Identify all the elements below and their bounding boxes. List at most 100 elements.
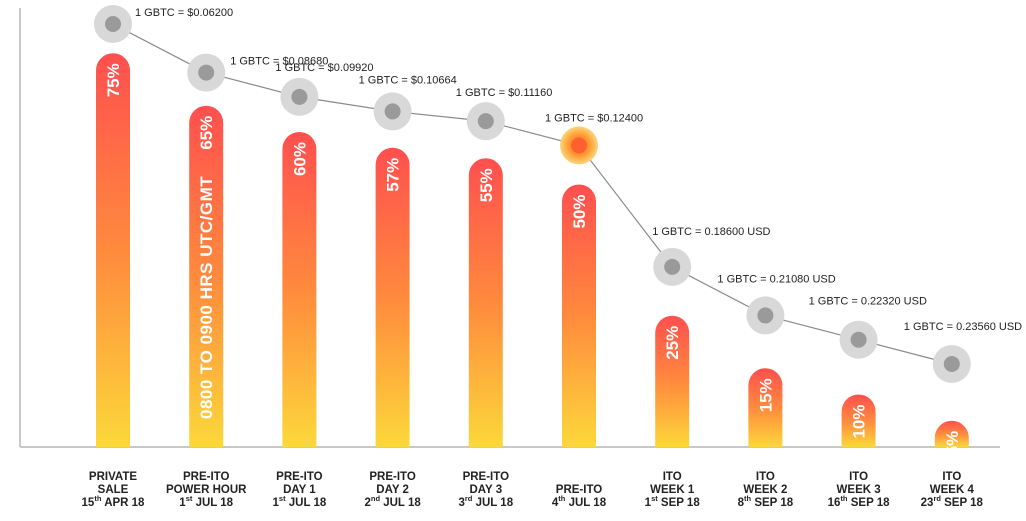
category-date: 16th SEP 18 [828,494,890,509]
bar-percent-label: 10% [850,405,869,439]
bar-shape [468,158,503,447]
bar-4: 57% [375,147,410,447]
category-name: ITO [663,471,682,483]
price-point-5 [466,102,505,141]
bars: 75% 65% 0800 TO 0900 HRS UTC/GMT 60% 57% 55% 5… [96,53,969,455]
price-label: 1 GBTC = 0.18600 USD [652,226,770,238]
bar-shape [655,315,690,447]
category-name: SALE [98,484,129,496]
bar-1: 75% [96,53,130,447]
bar-shape [841,394,876,447]
price-label: 1 GBTC = $0.09920 [275,62,373,74]
category-name: DAY 1 [283,484,316,496]
price-label: 1 GBTC = 0.23560 USD [904,321,1022,333]
bar-percent-label: 65% [197,116,216,150]
price-point-9 [839,320,878,359]
price-label: 1 GBTC = $0.06200 [135,7,233,19]
price-point-7 [653,247,692,286]
price-point-6 [560,126,598,165]
bar-percent-label: 55% [477,168,496,202]
category-name: WEEK 1 [650,484,695,496]
category-name: PRE-ITO [556,484,602,496]
point-core [384,103,401,120]
category-name: POWER HOUR [166,484,247,496]
price-label: 1 GBTC = $0.10664 [359,74,457,86]
price-points [94,5,971,383]
highlight-core [571,137,587,154]
point-core [477,113,494,130]
price-point-4 [373,92,412,131]
category-name: PRE-ITO [463,471,509,483]
point-core [105,16,121,32]
category-date: 8th SEP 18 [738,494,794,509]
bar-percent-label: 60% [290,142,309,176]
category-name: PRIVATE [89,471,137,483]
price-point-1 [94,5,132,43]
bar-percent-label: 5% [943,431,962,456]
category-date: 1st SEP 18 [645,494,701,509]
price-line [112,23,952,365]
axes [19,8,1000,448]
bar-percent-label: 15% [756,378,775,412]
category-date: 15th APR 18 [82,494,146,509]
category-name: DAY 2 [376,484,409,496]
price-point-8 [746,296,785,335]
bar-shape [189,105,224,447]
category-name: ITO [756,471,775,483]
category-date: 4th JUL 18 [552,494,607,509]
price-point-2 [187,53,226,92]
bar-shape [96,53,130,447]
category-name: WEEK 2 [743,484,787,496]
price-point-10 [932,345,971,383]
bar-percent-label: 75% [104,63,123,97]
category-name: ITO [942,471,961,483]
bar-9: 10% [841,394,876,447]
category-date: 23rd SEP 18 [921,494,984,509]
bar-shape [748,368,783,447]
bar-shape [562,184,596,447]
category-name: WEEK 3 [837,484,881,496]
bar-3: 60% [282,132,317,447]
point-core [198,64,215,81]
point-core [664,258,681,275]
point-core [291,88,308,105]
bar-time-note: 0800 TO 0900 HRS UTC/GMT [197,176,216,419]
bar-5: 55% [468,158,503,447]
bar-percent-label: 25% [663,326,682,360]
bar-percent-label: 57% [384,158,403,192]
category-name: PRE-ITO [369,471,415,483]
price-trend-line [112,23,952,365]
bar-10: 5% [934,420,969,456]
price-label: 1 GBTC = 0.22320 USD [809,296,927,308]
point-core [943,356,960,372]
category-name: PRE-ITO [276,471,322,483]
category-date: 2nd JUL 18 [364,494,421,509]
category-name: DAY 3 [469,484,502,496]
bar-7: 25% [655,315,690,447]
category-name: PRE-ITO [183,471,229,483]
point-core [850,331,867,348]
bar-percent-label: 50% [570,195,589,229]
price-label: 1 GBTC = $0.08680 [230,56,328,68]
category-date: 1st JUL 18 [179,494,233,509]
price-label: 1 GBTC = $0.11160 [456,87,553,99]
bar-6: 50% [562,184,596,447]
category-date: 3rd JUL 18 [458,494,513,509]
bar-2: 65% 0800 TO 0900 HRS UTC/GMT [189,105,224,447]
bar-8: 15% [748,368,783,447]
category-date: 1st JUL 18 [273,494,327,509]
bar-shape [282,132,317,447]
price-point-3 [280,77,319,116]
